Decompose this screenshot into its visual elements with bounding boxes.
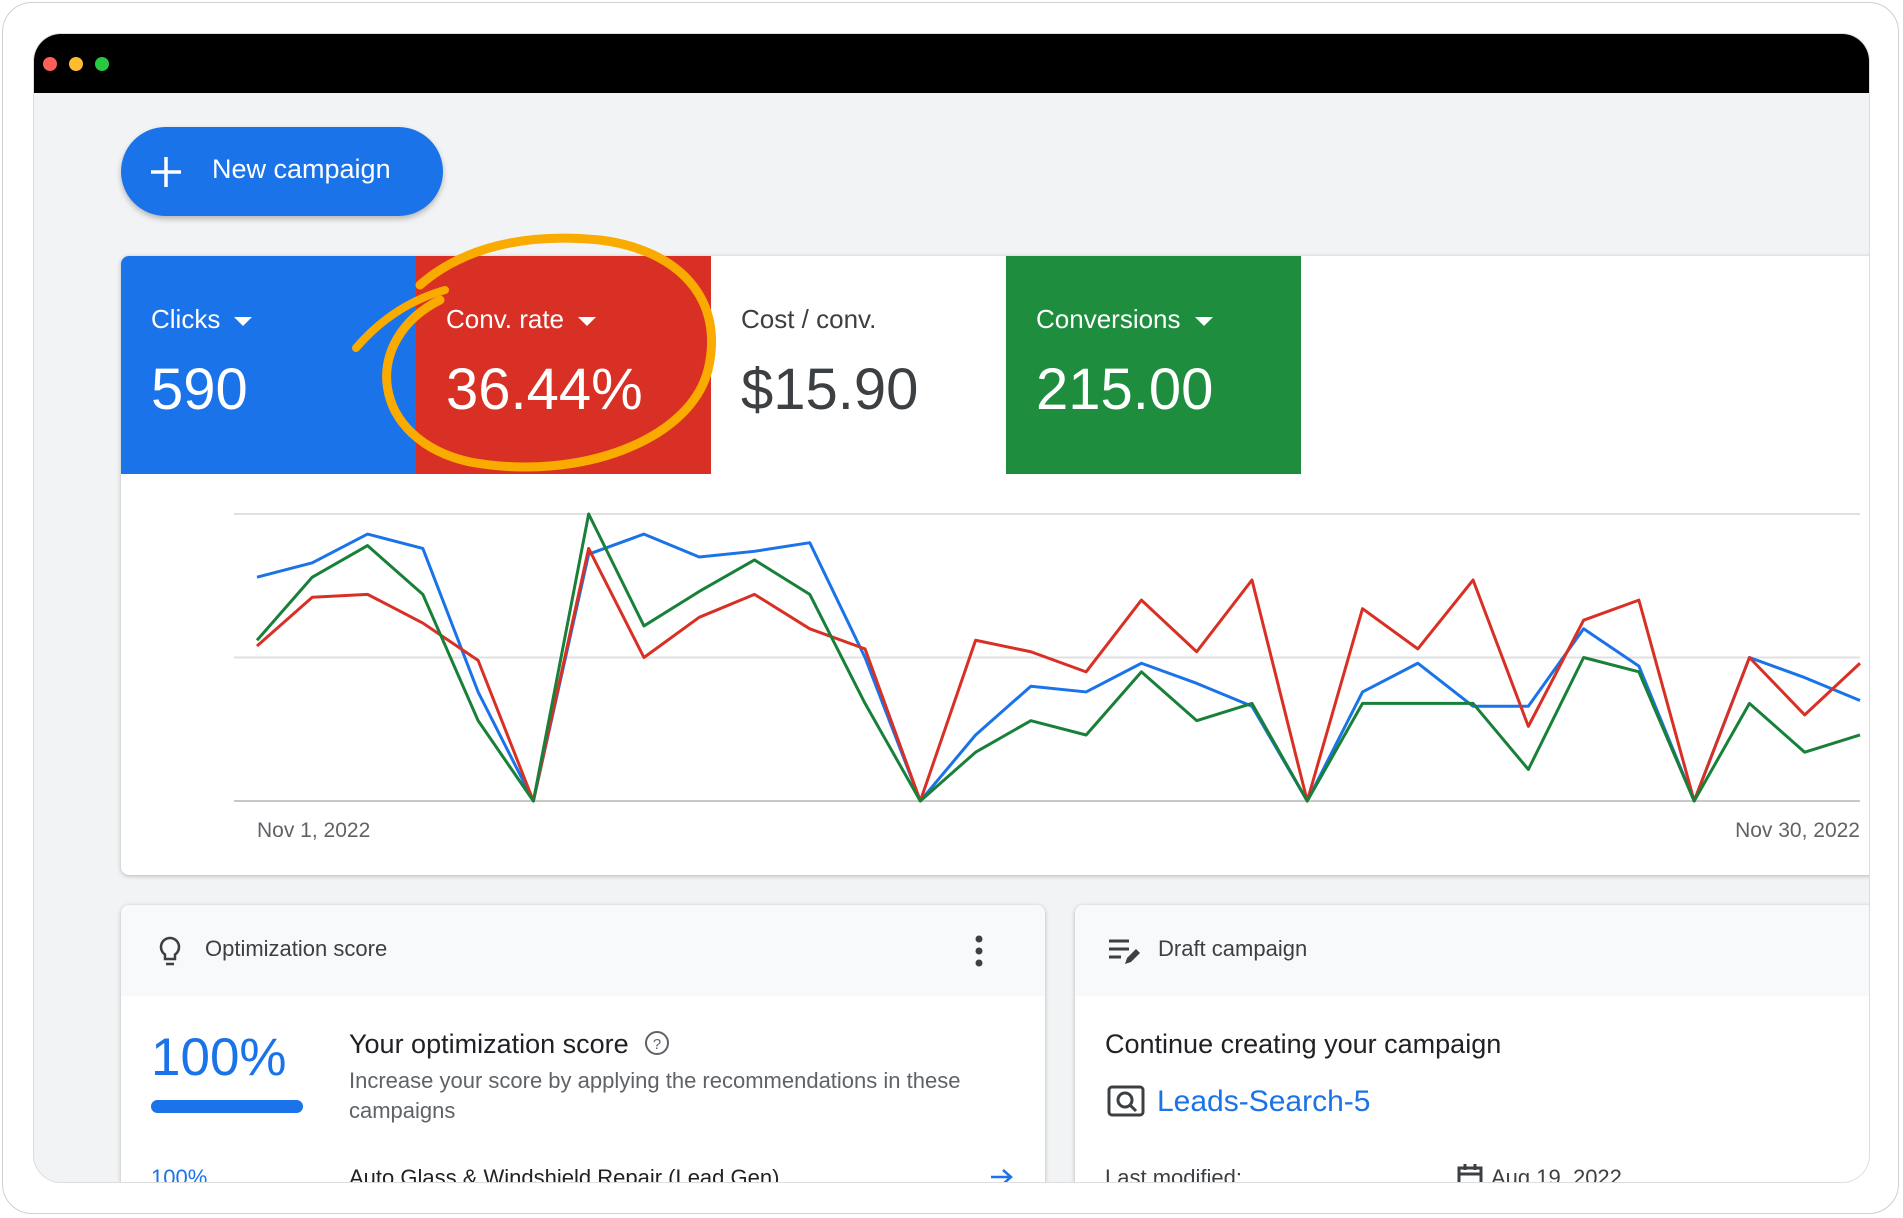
metric-tile[interactable]: Conversions 215.00 <box>1006 256 1301 474</box>
caret <box>1194 316 1213 326</box>
more-icon[interactable] <box>974 934 984 968</box>
draft-card: Draft campaign Continue creating your ca… <box>1075 905 1869 1183</box>
row-score: 100% <box>151 1165 208 1183</box>
card-title: Draft campaign <box>1158 936 1308 961</box>
metric-label-text: Conversions <box>1036 304 1181 334</box>
line-chart: Nov 1, 2022 Nov 30, 2022 <box>234 512 1862 842</box>
draft-heading: Continue creating your campaign <box>1105 1029 1502 1059</box>
help-icon[interactable]: ? <box>644 1030 670 1056</box>
row-campaign[interactable]: Auto Glass & Windshield Repair (Lead Gen… <box>349 1165 780 1183</box>
metric-label: Clicks <box>151 304 253 335</box>
metric-value: $15.90 <box>741 357 919 422</box>
new-campaign-button[interactable]: New campaign <box>121 127 443 216</box>
metric-label: Cost / conv. <box>741 304 877 334</box>
bulb-icon <box>159 936 181 966</box>
score-bar <box>151 1100 303 1113</box>
browser-window: New campaign Clicks 590 Conv. rate 36.44… <box>33 33 1870 1183</box>
close-dot[interactable] <box>43 57 57 71</box>
metric-label-text: Clicks <box>151 304 221 334</box>
score-heading: Your optimization score ? <box>349 1029 670 1060</box>
series-line <box>256 546 1862 803</box>
modified-date: Aug 19, 2022 <box>1491 1165 1622 1183</box>
search-campaign-icon <box>1107 1085 1145 1117</box>
modified-label: Last modified: <box>1105 1165 1242 1183</box>
button-label: New campaign <box>212 154 391 184</box>
metric-label: Conversions <box>1036 304 1213 335</box>
zoom-dot[interactable] <box>95 57 109 71</box>
metric-tile[interactable]: Cost / conv. $15.90 <box>711 256 1006 474</box>
series-line <box>256 532 1861 803</box>
score-heading-text: Your optimization score <box>349 1029 629 1059</box>
minimize-dot[interactable] <box>69 57 83 71</box>
caret <box>234 316 253 326</box>
x-tick-label: Nov 30, 2022 <box>1735 819 1860 842</box>
card-header: Optimization score <box>121 905 1045 996</box>
draft-campaign-link[interactable]: Leads-Search-5 <box>1157 1085 1371 1118</box>
draft-icon <box>1109 939 1140 964</box>
metric-value: 215.00 <box>1036 357 1214 422</box>
performance-card: Clicks 590 Conv. rate 36.44% Cost / conv… <box>121 256 1869 875</box>
score-description: Increase your score by applying the reco… <box>349 1068 961 1123</box>
arrow-icon[interactable] <box>989 1167 1015 1183</box>
title-bar <box>34 34 1869 93</box>
card-header: Draft campaign <box>1075 905 1869 996</box>
plus-icon <box>151 157 181 187</box>
series-line <box>255 512 1861 803</box>
metric-value: 590 <box>151 357 248 422</box>
optimization-card: Optimization score 100% Your optimizatio… <box>121 905 1045 1183</box>
x-tick-label: Nov 1, 2022 <box>257 819 370 842</box>
card-title: Optimization score <box>205 936 388 961</box>
score-value: 100% <box>151 1028 287 1087</box>
svg-text:?: ? <box>653 1036 661 1053</box>
calendar-icon <box>1457 1164 1483 1182</box>
